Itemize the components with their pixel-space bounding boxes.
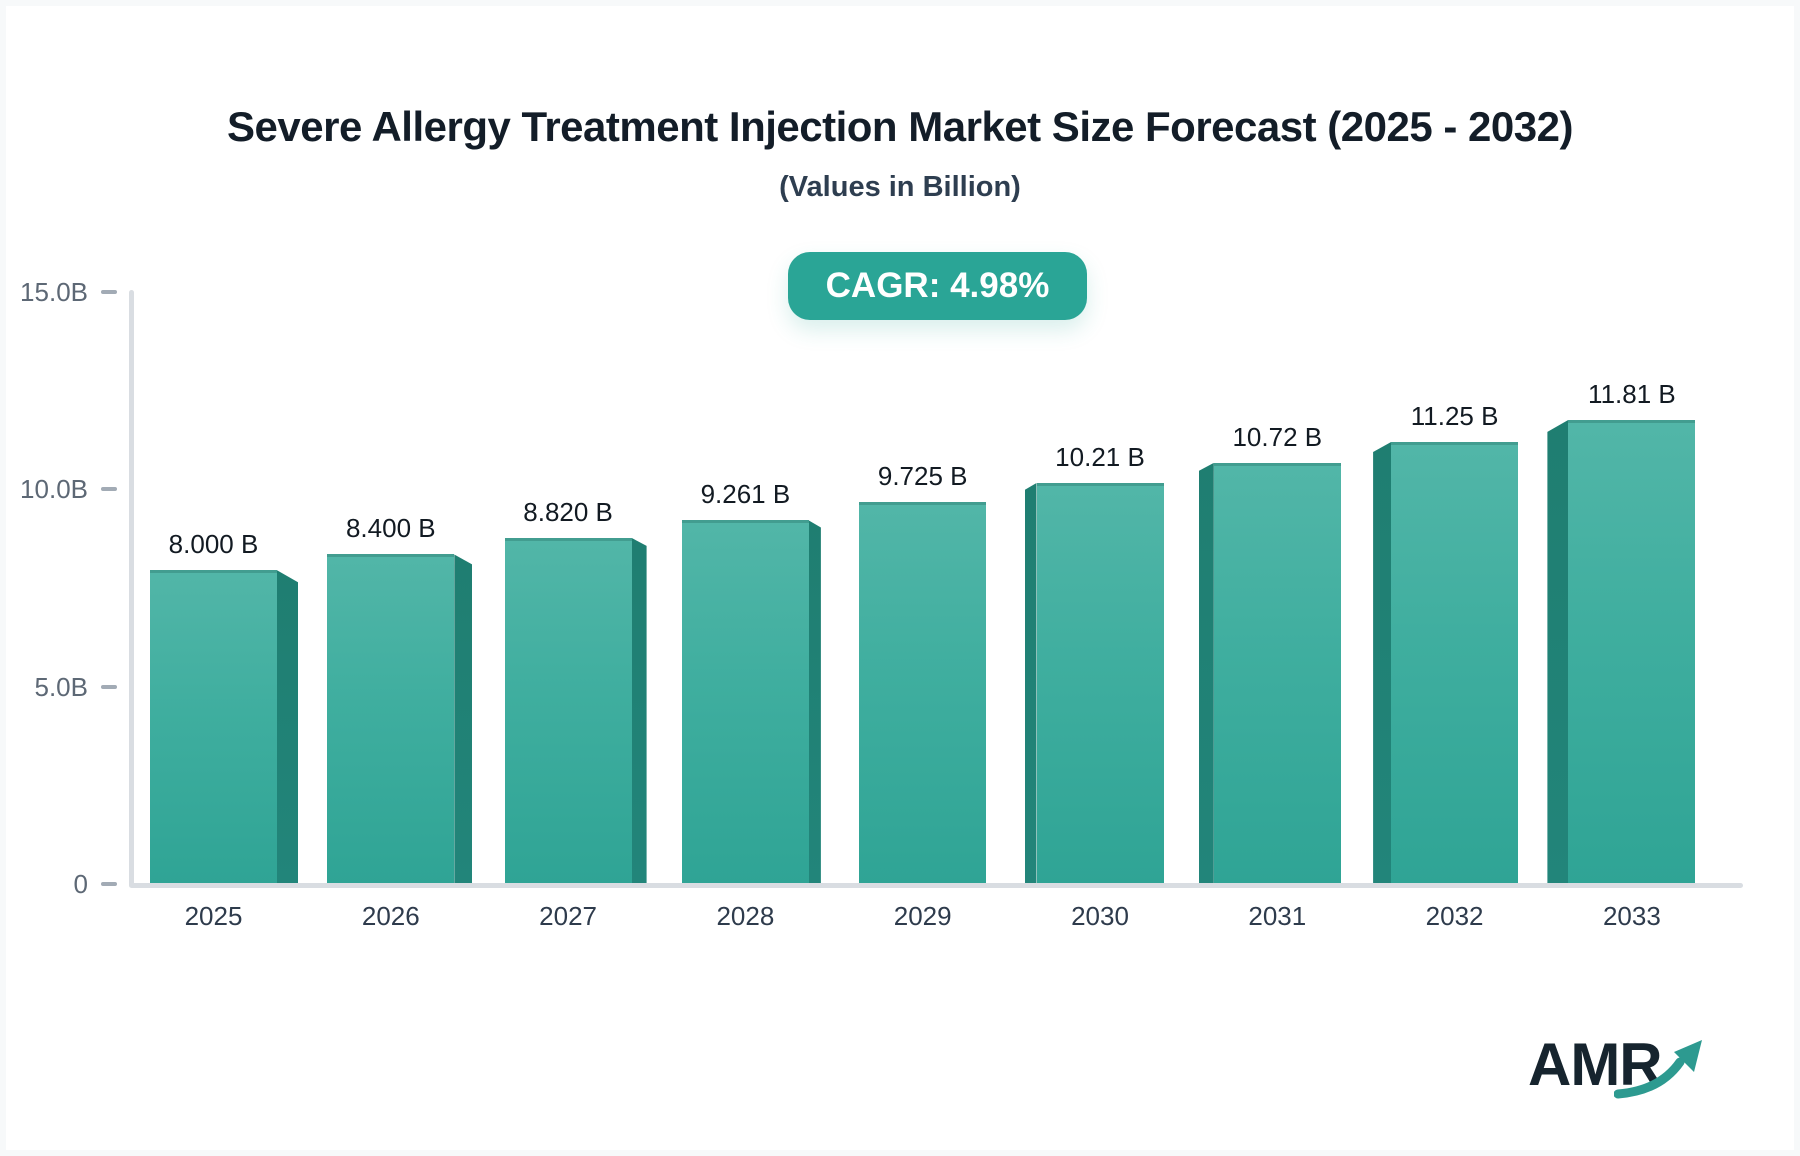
- cagr-badge: CAGR: 4.98%: [787, 252, 1088, 320]
- x-axis-label: 2031: [1248, 901, 1307, 931]
- amr-logo-arrow-icon: [1614, 1040, 1702, 1099]
- chart-title: Severe Allergy Treatment Injection Marke…: [227, 103, 1573, 150]
- x-axis-label: 2033: [1602, 901, 1661, 931]
- x-axis-label: 2027: [539, 901, 598, 931]
- x-axis-label: 2026: [361, 901, 420, 931]
- y-tick-label: 15.0B: [20, 277, 88, 307]
- bar-2027: [504, 537, 632, 884]
- bar-2027-3d-side: [631, 537, 647, 884]
- y-tick-mark: [101, 487, 117, 492]
- bar-2025-3d-side: [277, 570, 298, 884]
- bar-2033: [1568, 419, 1696, 884]
- bar-2030: [1036, 483, 1164, 884]
- bar-2028: [681, 520, 809, 884]
- bar-2033-3d-side: [1547, 419, 1569, 884]
- x-axis-label: 2028: [716, 901, 775, 931]
- bar-2032: [1391, 442, 1519, 884]
- cagr-badge-wrapper: CAGR: 4.98%: [132, 252, 1743, 320]
- bar-2029: [859, 502, 987, 884]
- bar-value-label: 8.400 B: [345, 513, 436, 544]
- bar-value-label: 10.72 B: [1232, 421, 1323, 452]
- bar-2030-3d-side: [1024, 483, 1037, 884]
- y-tick-mark: [101, 684, 117, 689]
- x-axis-label: 2032: [1425, 901, 1484, 931]
- bar-2032-3d-side: [1373, 442, 1392, 884]
- y-axis-line: [129, 290, 134, 887]
- x-axis-line: [129, 883, 1743, 888]
- x-axis-label: 2029: [893, 901, 952, 931]
- y-tick-mark: [101, 882, 117, 886]
- y-tick-label: 5.0B: [34, 671, 89, 702]
- bar-value-label: 9.261 B: [700, 479, 791, 510]
- bar-value-label: 9.725 B: [877, 461, 968, 492]
- x-axis-label: 2030: [1071, 901, 1129, 931]
- y-tick-mark: [101, 290, 117, 294]
- bar-value-label: 8.000 B: [168, 529, 259, 560]
- bar-value-label: 11.81 B: [1588, 378, 1676, 409]
- bar-2031: [1213, 462, 1341, 884]
- bar-2031-3d-side: [1198, 462, 1214, 884]
- x-axis-label: 2025: [184, 901, 243, 931]
- bar-value-label: 10.21 B: [1055, 442, 1145, 473]
- y-tick-label: 10.0B: [20, 474, 88, 505]
- chart-subtitle: (Values in Billion): [779, 171, 1021, 203]
- bar-value-label: 8.820 B: [523, 496, 613, 527]
- bar-2026: [327, 554, 455, 884]
- amr-logo: AMR: [1528, 1030, 1728, 1110]
- y-tick-label: 0: [73, 869, 88, 899]
- bar-2028-3d-side: [808, 520, 821, 884]
- bar-2025: [150, 570, 277, 884]
- bar-value-label: 11.25 B: [1410, 401, 1499, 431]
- bar-2026-3d-side: [454, 554, 473, 884]
